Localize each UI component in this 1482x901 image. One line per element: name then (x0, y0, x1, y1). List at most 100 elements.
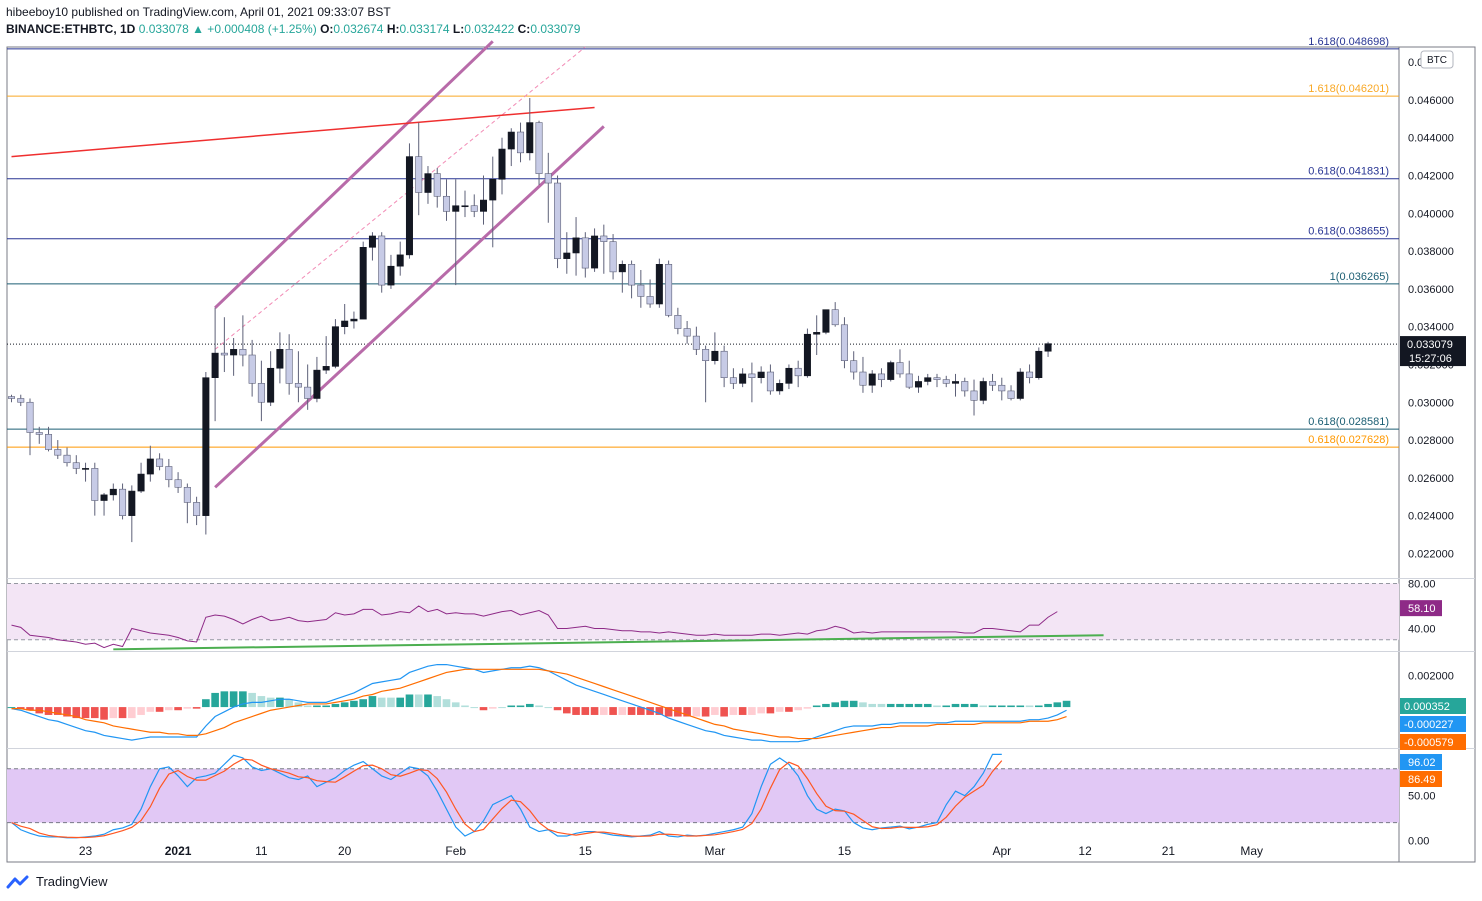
macd-histogram-bar (90, 707, 99, 719)
macd-histogram-bar (331, 703, 340, 708)
candle-body (72, 462, 80, 469)
high-value: 0.033174 (399, 22, 450, 36)
macd-histogram-bar (192, 707, 201, 709)
macd-histogram-bar (442, 699, 451, 708)
candle-body (63, 454, 71, 464)
macd-histogram-bar (266, 697, 275, 708)
publisher-line: hibeeboy10 published on TradingView.com,… (6, 5, 391, 19)
macd-histogram-bar (664, 707, 673, 717)
candle-body (26, 401, 34, 433)
macd-signal-line (11, 668, 1067, 740)
macd-histogram-bar (970, 703, 978, 708)
candle-body (581, 237, 589, 269)
rsi-last-badge (1400, 600, 1442, 617)
candle-body (942, 379, 950, 384)
candle-body (498, 148, 506, 180)
macd-histogram-bar (516, 705, 525, 708)
macd-histogram-bar (803, 707, 812, 709)
channel-upper-line (214, 40, 494, 309)
candle-body (100, 494, 108, 501)
macd-histogram-bar (840, 700, 849, 708)
candle-body (683, 328, 691, 337)
macd-histogram-bar (72, 707, 81, 719)
macd-histogram-bar (618, 707, 627, 715)
price-tick-label: 0.030000 (1408, 397, 1454, 409)
macd-histogram-bar (340, 702, 349, 708)
candle-body (776, 383, 784, 392)
tradingview-brand[interactable]: TradingView (6, 874, 108, 889)
rsi-band (7, 583, 1399, 640)
channel-mid-line (214, 46, 586, 350)
price-tick-label: 0.040000 (1408, 208, 1454, 220)
low-value: 0.032422 (464, 22, 515, 36)
candle-body (119, 488, 127, 516)
macd-histogram-bar (831, 702, 839, 708)
candle-body (998, 384, 1006, 392)
candle-body (859, 371, 867, 386)
candle-body (211, 352, 219, 378)
price-tick-label: 0.044000 (1408, 133, 1454, 145)
macd-histogram-bar (997, 705, 1006, 708)
macd-histogram-bar (183, 707, 192, 709)
candle-body (165, 466, 173, 481)
macd-histogram-bar (137, 707, 145, 715)
candle-body (322, 366, 330, 371)
candle-body (739, 373, 747, 384)
macd-histogram-bar (1053, 702, 1062, 708)
time-axis-label: Apr (992, 844, 1011, 858)
candle-body (905, 373, 913, 388)
time-axis-label: Mar (705, 844, 726, 858)
candle-body (785, 367, 793, 384)
symbol-ohlc-line: BINANCE:ETHBTC, 1D 0.033078 ▲ +0.000408 … (6, 22, 580, 36)
macd-histogram-bar (276, 697, 284, 708)
candle-body (674, 315, 682, 329)
macd-histogram-bar (720, 707, 728, 717)
time-axis-label: 20 (338, 844, 352, 858)
candle-body (433, 173, 441, 197)
candle-body (924, 377, 932, 382)
macd-histogram-bar (479, 707, 488, 711)
candle-body (637, 284, 645, 297)
macd-histogram-bar (461, 705, 469, 708)
candle-body (183, 486, 191, 503)
rsi-tick-label: 40.00 (1408, 624, 1436, 636)
macd-histogram-bar (609, 707, 617, 715)
macd-histogram-bar (16, 707, 25, 709)
change-value: ▲ +0.000408 (+1.25%) (192, 22, 317, 36)
macd-histogram-bar (165, 707, 173, 711)
candle-body (331, 326, 339, 367)
macd-histogram-bar (44, 707, 53, 715)
macd-histogram-bar (146, 707, 155, 712)
candle-body (868, 373, 876, 386)
fib-level-label: 0.618(0.038655) (1308, 226, 1389, 238)
rsi-support-line (113, 634, 1104, 651)
candle-body (831, 309, 839, 326)
macd-histogram-bar (109, 707, 118, 719)
candle-body (137, 473, 145, 492)
candle-body (248, 354, 256, 384)
macd-histogram-bar (988, 705, 997, 708)
price-tick-label: 0.036000 (1408, 284, 1454, 296)
time-axis-label: May (1240, 844, 1263, 858)
candle-body (1026, 371, 1034, 378)
currency-badge (1420, 50, 1454, 69)
candle-body (692, 335, 700, 350)
fib-level-label: 0.618(0.027628) (1308, 434, 1389, 446)
candle-body (350, 318, 358, 322)
fib-level-label: 1.618(0.048698) (1308, 36, 1389, 48)
rsi-last-label: 58.10 (1408, 603, 1436, 615)
macd-histogram-bar (951, 703, 960, 708)
symbol-label: BINANCE:ETHBTC, 1D (6, 22, 136, 36)
macd-histogram-bar (294, 702, 303, 708)
macd-histogram-bar (488, 707, 497, 709)
candle-body (526, 122, 534, 154)
candle-body (989, 381, 997, 386)
candle-body (294, 383, 302, 388)
candle-body (794, 367, 802, 377)
candle-body (840, 324, 848, 361)
candle-body (82, 468, 90, 470)
macd-histogram-bar (572, 707, 580, 715)
price-tick-label: 0.034000 (1408, 322, 1454, 334)
candle-body (979, 381, 987, 401)
